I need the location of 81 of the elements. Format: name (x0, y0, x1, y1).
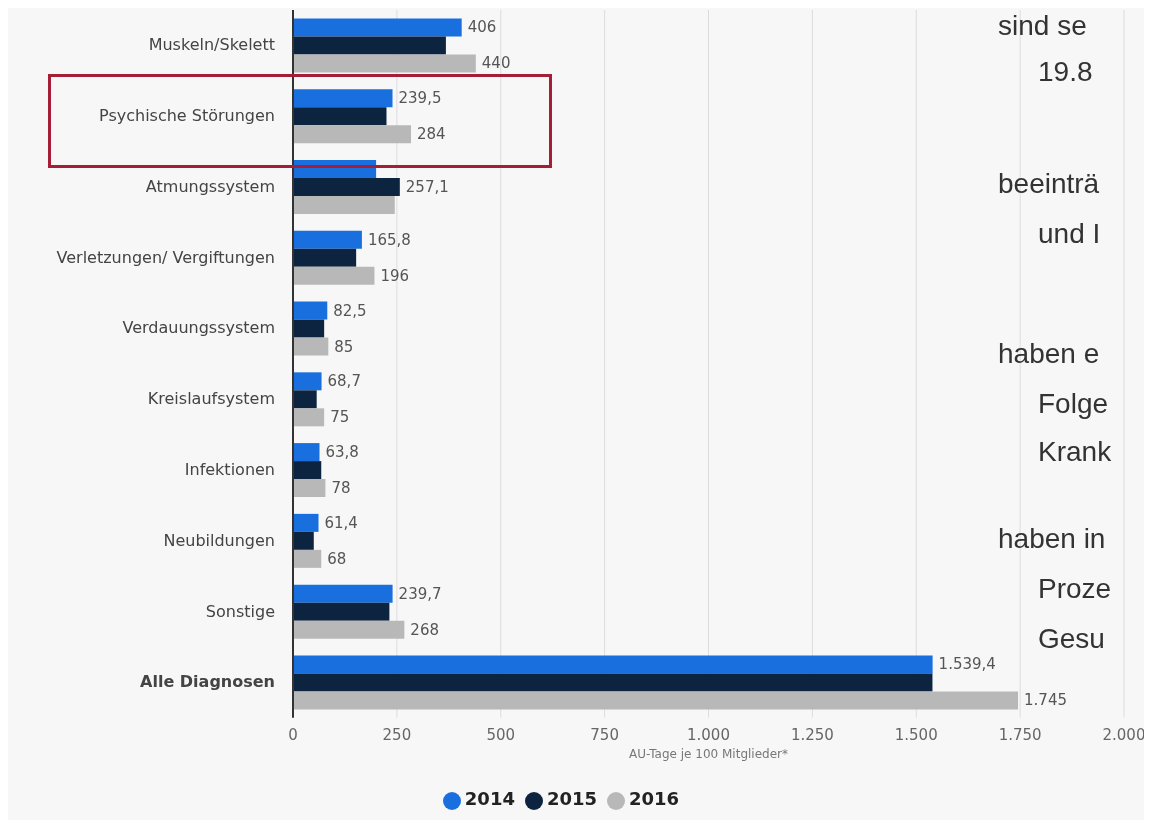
legend-label: 2014 (464, 787, 515, 809)
bar (293, 513, 319, 532)
x-tick-label: 500 (486, 725, 516, 744)
annotation: haben e (998, 338, 1100, 370)
data-label: 68,7 (327, 372, 361, 391)
annotation: 19.8 (1038, 56, 1093, 88)
bar (293, 54, 476, 73)
data-label: 68 (327, 549, 347, 568)
bar (293, 655, 933, 674)
x-tick-label: 750 (590, 725, 619, 744)
bar (293, 620, 405, 639)
data-label: 268 (410, 620, 439, 639)
data-label: 239,5 (398, 89, 442, 108)
x-tick-label: 0 (288, 725, 298, 744)
y-tick-label: Sonstige (205, 601, 275, 621)
y-tick-label: Psychische Störungen (99, 106, 275, 126)
bar (293, 248, 357, 267)
data-label: 63,8 (325, 443, 359, 462)
data-label: 61,4 (324, 513, 358, 532)
bar (293, 36, 446, 55)
y-tick-label: Alle Diagnosen (140, 672, 275, 692)
x-tick-label: 2.000 (1102, 725, 1146, 744)
bar (293, 337, 329, 356)
bar (293, 479, 326, 498)
bar (293, 18, 462, 37)
annotation: Folge (1038, 388, 1109, 420)
x-tick-label: 1.750 (998, 725, 1042, 744)
y-tick-label: Infektionen (184, 459, 275, 479)
data-label: 1.745 (1024, 691, 1067, 710)
x-tick-label: 1.000 (687, 725, 730, 744)
bar (293, 461, 322, 480)
bar (293, 125, 411, 144)
data-label: 78 (331, 479, 351, 498)
x-tick-label: 1.500 (894, 725, 938, 744)
bar (293, 602, 390, 621)
bar (293, 372, 322, 391)
data-label: 440 (481, 54, 511, 73)
data-label: 82,5 (333, 301, 367, 320)
data-label: 406 (467, 18, 497, 37)
x-tick-label: 1.250 (790, 725, 834, 744)
bar (293, 443, 320, 462)
bar (293, 673, 933, 692)
legend-label: 2015 (546, 787, 598, 809)
bar (293, 301, 328, 320)
bar (293, 390, 317, 409)
bar (293, 266, 375, 285)
bar (293, 691, 1019, 710)
x-axis-title: AU-Tage je 100 Mitglieder* (629, 746, 788, 761)
data-label: 1.539,4 (938, 655, 996, 674)
bar (293, 408, 325, 427)
annotation: und I (1038, 218, 1101, 250)
annotation: haben in (998, 523, 1106, 555)
annotation: beeinträ (998, 168, 1100, 200)
bar (293, 549, 322, 568)
annotation: sind se (998, 10, 1087, 42)
y-tick-label: Atmungssystem (145, 176, 275, 196)
data-label: 239,7 (398, 584, 442, 603)
annotation: Gesu (1038, 623, 1105, 655)
y-tick-label: Verletzungen/ Vergiftungen (56, 247, 275, 267)
annotation: Krank (1038, 436, 1112, 468)
bar (293, 584, 393, 603)
bar (293, 107, 387, 126)
y-tick-label: Muskeln/Skelett (148, 35, 275, 55)
bar (293, 196, 395, 215)
y-tick-label: Kreislaufsystem (147, 389, 275, 409)
x-tick-label: 250 (382, 725, 412, 744)
y-tick-label: Verdauungssystem (122, 318, 275, 338)
bar (293, 230, 362, 249)
bar (293, 178, 400, 197)
data-label: 257,1 (405, 178, 449, 197)
y-tick-label: Neubildungen (163, 530, 275, 550)
annotation: Proze (1038, 573, 1112, 605)
bar (293, 531, 314, 550)
data-label: 284 (417, 125, 446, 144)
data-label: 85 (334, 337, 354, 356)
bar (293, 319, 325, 338)
data-label: 75 (330, 408, 350, 427)
legend-label: 2016 (629, 787, 680, 809)
bar (293, 89, 393, 108)
data-label: 196 (380, 266, 410, 285)
data-label: 165,8 (367, 230, 411, 249)
